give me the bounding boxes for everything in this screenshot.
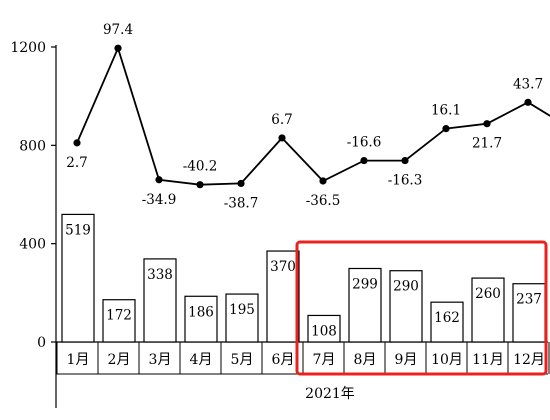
category-label: 8月 <box>354 352 377 368</box>
line-point <box>360 156 368 165</box>
bar <box>307 314 341 343</box>
bar-series: 519 172 338 186 195 370 108 299 290 162 260 237 <box>61 213 546 343</box>
highlight-box <box>295 240 548 376</box>
bar <box>512 283 546 343</box>
line-point <box>442 125 450 133</box>
line-value-label: 6.7 <box>271 112 292 128</box>
bar-value-label: 186 <box>188 304 214 320</box>
bar-value-label: 237 <box>516 292 542 308</box>
category-label: 10月 <box>431 352 463 368</box>
bar <box>430 301 464 343</box>
category-label: 4月 <box>190 352 213 368</box>
line-point <box>483 120 491 128</box>
line-point <box>237 179 245 188</box>
bar-value-label: 108 <box>311 323 337 339</box>
bar-value-label: 260 <box>475 286 501 302</box>
line-point <box>319 177 327 185</box>
bar <box>266 250 300 343</box>
bar-value-label: 290 <box>393 279 419 295</box>
category-label: 11月 <box>472 352 504 368</box>
y-tick-label: 0 <box>37 335 46 351</box>
line-point <box>401 156 409 165</box>
y-tick-label: 400 <box>19 237 46 253</box>
bar-value-label: 299 <box>352 276 378 292</box>
line-point <box>155 176 163 184</box>
bar-value-label: 370 <box>270 259 296 275</box>
line-value-label: 21.7 <box>472 136 502 152</box>
category-label: 9月 <box>395 352 418 368</box>
line-value-label: -16.3 <box>388 173 423 189</box>
line-value-label: -38.7 <box>224 195 259 211</box>
line-series: 2.7 97.4 -34.9 -40.2 -38.7 6.7 -36.5 -16.6 -16.3… <box>66 22 550 211</box>
line-path <box>76 45 550 186</box>
bar <box>389 270 423 343</box>
category-label: 5月 <box>231 352 254 368</box>
bar-value-label: 172 <box>106 308 132 324</box>
line-value-label: 97.4 <box>103 22 133 38</box>
category-label: 12月 <box>513 352 545 368</box>
line-value-label: -16.6 <box>347 135 382 151</box>
line-value-label: -34.9 <box>142 192 177 208</box>
category-label: 7月 <box>313 352 336 368</box>
line-value-label: -40.2 <box>183 159 218 175</box>
bar <box>143 258 177 343</box>
line-point <box>278 134 286 142</box>
category-label: 1月 <box>67 352 90 368</box>
y-tick-label: 800 <box>19 138 46 154</box>
category-label: 6月 <box>272 352 295 368</box>
bar-value-label: 162 <box>434 310 460 326</box>
bar <box>471 277 505 343</box>
bar <box>348 267 382 343</box>
category-axis-labels: 1月 2月 3月 4月 5月 6月 7月 8月 9月 10月 11月 12月 <box>67 352 545 368</box>
line-point <box>114 44 122 52</box>
bar <box>61 213 95 343</box>
bar-value-label: 519 <box>65 222 91 238</box>
line-point <box>196 181 204 189</box>
bar-value-label: 338 <box>147 267 173 283</box>
bar-value-label: 195 <box>229 302 255 318</box>
line-value-label: -36.5 <box>306 193 341 209</box>
category-label: 2月 <box>108 352 131 368</box>
category-label: 3月 <box>149 352 172 368</box>
line-value-label: 43.7 <box>513 76 543 92</box>
x-axis-title: 2021年 <box>305 386 355 402</box>
bar <box>225 293 259 343</box>
line-point <box>73 139 81 147</box>
line-point <box>524 98 532 106</box>
line-value-label: 2.7 <box>66 155 87 171</box>
line-value-label: 16.1 <box>431 103 461 119</box>
bar <box>102 299 136 343</box>
bar <box>184 295 218 343</box>
y-tick-label: 1200 <box>10 40 46 56</box>
